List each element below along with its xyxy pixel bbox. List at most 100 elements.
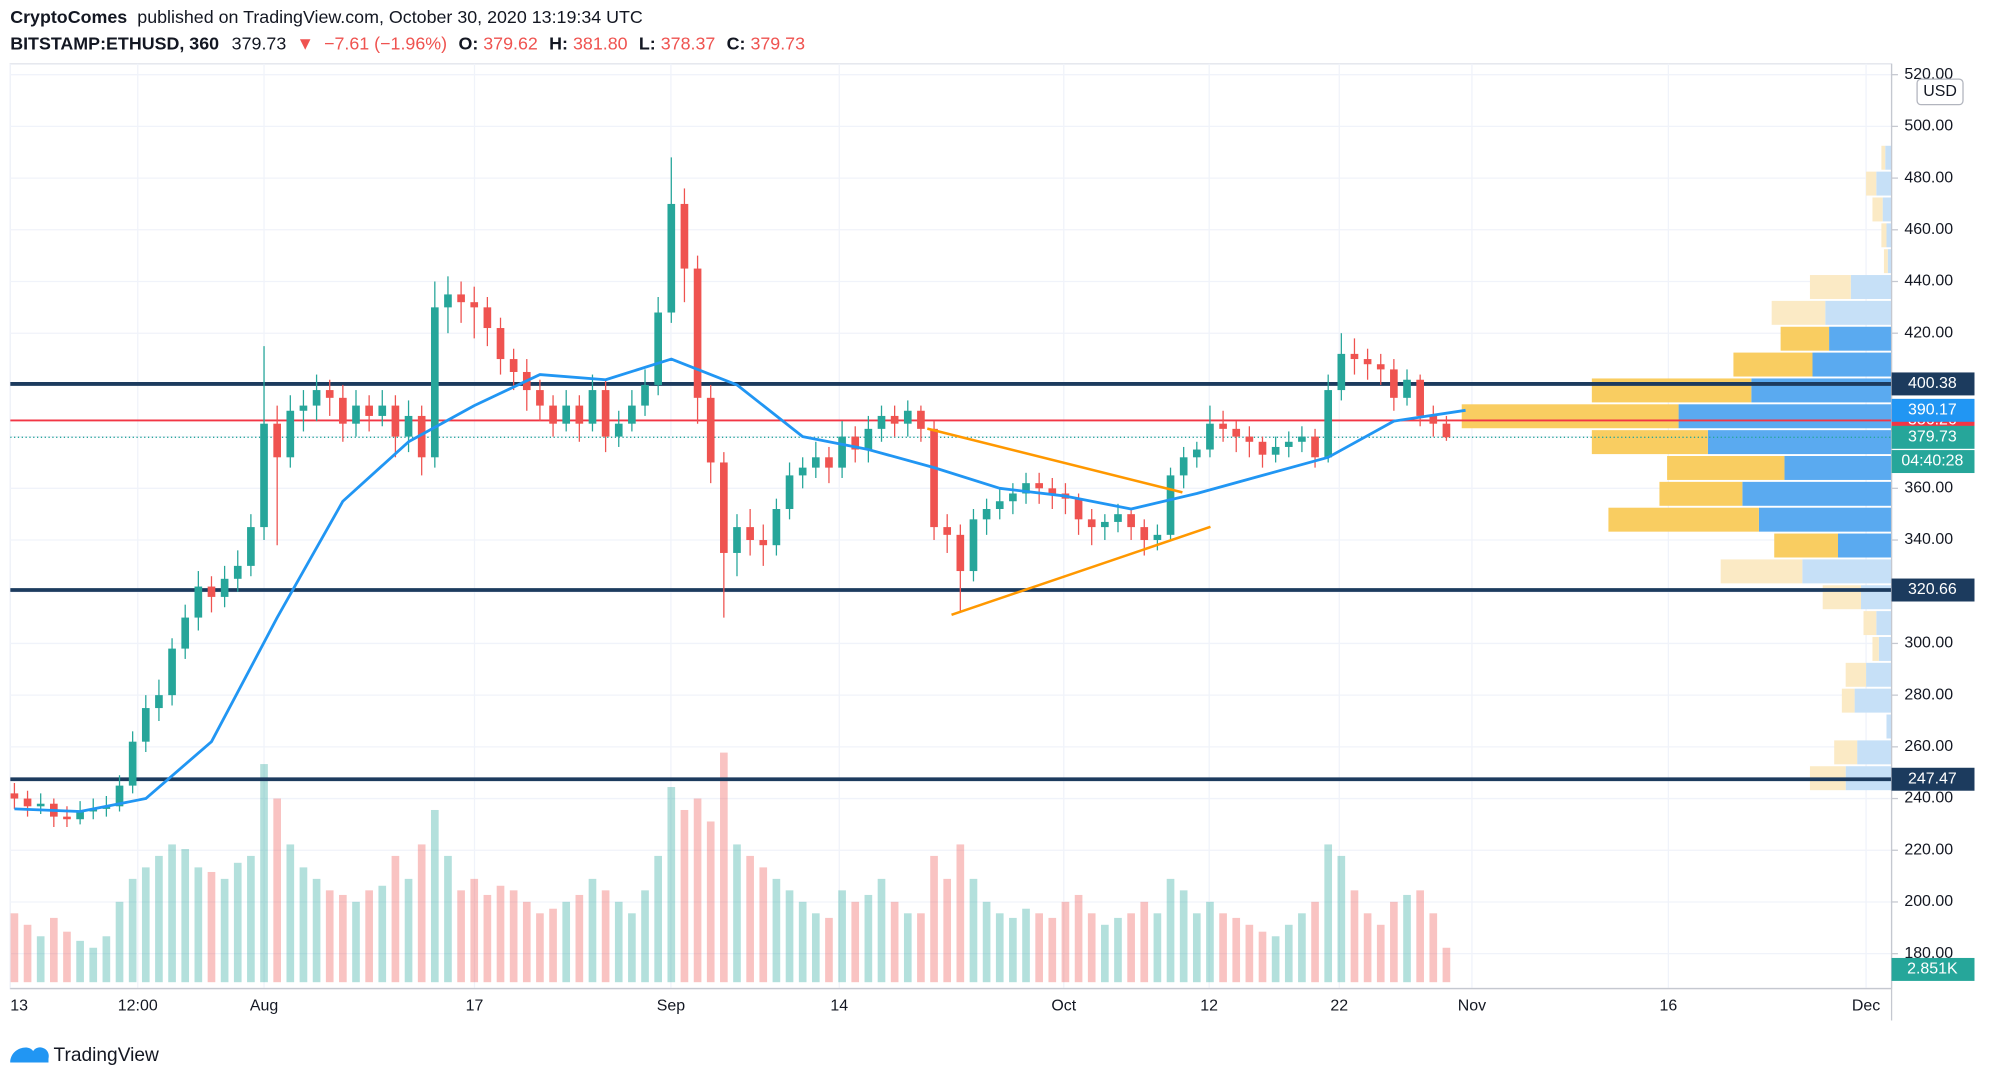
volume-bar [746, 855, 754, 983]
volume-profile [1461, 145, 1892, 791]
profile-down [1608, 507, 1759, 532]
candle-body [798, 467, 807, 476]
candle-body [168, 648, 176, 696]
profile-down [1667, 456, 1785, 480]
volume-bar [10, 913, 19, 983]
candle-body [1035, 483, 1043, 489]
candle-body [260, 423, 268, 528]
volume-bar [903, 913, 912, 983]
candle-body [601, 390, 610, 437]
volume-bar [23, 924, 32, 983]
volume-tag-label: 2.851K [1907, 961, 1958, 978]
candle-body [549, 405, 557, 424]
levels [10, 382, 1892, 782]
volume-bar [601, 890, 610, 983]
volume-bar [890, 901, 899, 983]
candle-body [588, 390, 597, 424]
candle-body [391, 405, 400, 437]
volume-bar [1429, 913, 1438, 983]
candle-body [654, 312, 662, 385]
profile-down [1461, 404, 1679, 429]
profile-up [1802, 559, 1892, 584]
candle-body [838, 436, 846, 468]
ma-tag [1891, 398, 1975, 422]
y-tick-label: 440.00 [1904, 273, 1953, 290]
candle-body [903, 410, 912, 424]
currency: USD [1923, 83, 1957, 100]
candle-body [1258, 441, 1267, 455]
candle-body [444, 294, 452, 308]
volume-bar [352, 901, 360, 983]
candle-body [693, 268, 702, 398]
candle-body [325, 390, 334, 398]
volume-bar [1442, 947, 1451, 983]
volume-bar [155, 855, 163, 983]
profile-up [1838, 533, 1892, 558]
volume-bar [969, 878, 978, 983]
profile-down [1841, 688, 1855, 713]
volume-bar [930, 855, 938, 983]
candle-body [430, 307, 439, 458]
profile-up [1825, 300, 1892, 325]
level-tag [1891, 767, 1975, 791]
volume-bar [207, 871, 216, 983]
volume-bar [877, 878, 886, 983]
candle-body [641, 384, 649, 406]
trendline-upper [926, 427, 1183, 494]
y-tick-label: 180.00 [1904, 945, 1953, 962]
volume-bar [706, 821, 715, 983]
symbol: BITSTAMP:ETHUSD, 360 [10, 33, 219, 53]
volume-bar [89, 947, 98, 983]
moving-average [14, 357, 1466, 813]
profile-up [1882, 197, 1892, 222]
volume-bar [286, 844, 295, 983]
profile-down [1591, 430, 1708, 455]
volume-bar [260, 764, 268, 983]
candle-body [312, 390, 321, 406]
y-tick-label: 460.00 [1904, 221, 1953, 238]
last-price-tag [1891, 425, 1975, 449]
brand: TradingView [54, 1045, 159, 1066]
candle-body [115, 785, 124, 807]
volume-bar [654, 855, 662, 983]
volume-bar [956, 844, 965, 983]
volume-bar [588, 878, 597, 983]
candle-body [181, 617, 190, 649]
candle-body [76, 811, 84, 820]
candle-body [1101, 521, 1109, 528]
volume-bar [509, 890, 518, 983]
candle-body [1153, 534, 1162, 541]
open-key: O: [458, 33, 478, 53]
candle-body [746, 527, 754, 541]
high-value: 381.80 [573, 33, 628, 53]
candle-body [457, 294, 465, 303]
volume-bar [1192, 913, 1201, 983]
candle-body [1166, 475, 1175, 535]
volume-bar [247, 855, 255, 983]
level-tag [1891, 372, 1975, 396]
volume-bar [312, 878, 321, 983]
volume-bar [1206, 901, 1214, 983]
candle-body [1429, 415, 1438, 424]
candle-body [1192, 449, 1201, 458]
volume-bar [102, 936, 111, 983]
volume-bar [641, 890, 649, 983]
volume-bar [1284, 924, 1293, 983]
candle-body [825, 457, 833, 468]
y-tick-label: 420.00 [1904, 324, 1953, 341]
change-arrow: ▼ [296, 33, 314, 53]
candle-body [969, 519, 978, 572]
volume-bar [759, 867, 768, 983]
candle-body [1206, 423, 1214, 450]
symbol-line: BITSTAMP:ETHUSD, 360 379.73 ▼ −7.61 (−1.… [10, 33, 805, 53]
volume-bar [325, 890, 334, 983]
last-price: 379.73 [232, 33, 287, 53]
y-tick-label: 300.00 [1904, 635, 1953, 652]
profile-up [1885, 145, 1892, 170]
candle-body [128, 741, 137, 786]
candle-body [141, 708, 150, 742]
level-tag-label: 320.66 [1908, 581, 1957, 598]
candle-body [509, 359, 518, 372]
x-tick-label: 12:00 [118, 998, 158, 1015]
candle-body [720, 462, 728, 553]
